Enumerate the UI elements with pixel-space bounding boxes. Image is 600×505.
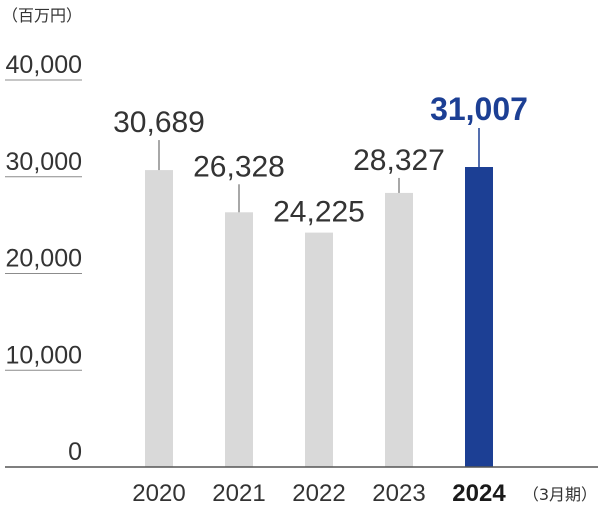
value-label-2020: 30,689 — [113, 106, 205, 139]
value-label-2023: 28,327 — [353, 144, 445, 177]
value-label-2024: 31,007 — [430, 91, 528, 127]
x-tick-label-2023: 2023 — [372, 480, 425, 505]
y-tick-label-30000: 30,000 — [6, 148, 82, 176]
bar-2020 — [145, 170, 173, 467]
x-axis: 2020 2021 2022 2023 2024 — [132, 480, 506, 505]
x-axis-period-label: （3月期） — [523, 485, 597, 504]
bar-2023 — [385, 193, 413, 467]
x-tick-label-2021: 2021 — [212, 480, 265, 505]
bar-2021 — [225, 212, 253, 467]
y-tick-label-10000: 10,000 — [6, 341, 82, 369]
y-tick-label-40000: 40,000 — [6, 51, 82, 79]
y-axis: 0 10,000 20,000 30,000 40,000 — [5, 51, 82, 466]
y-tick-label-0: 0 — [68, 438, 82, 466]
x-tick-label-2024: 2024 — [452, 480, 506, 505]
value-label-2022: 24,225 — [273, 196, 365, 229]
bar-2024 — [465, 167, 493, 467]
revenue-bar-chart: （百万円） 0 10,000 20,000 30,000 40,000 30,689 26… — [0, 0, 600, 505]
y-tick-label-20000: 20,000 — [6, 245, 82, 273]
value-label-2021: 26,328 — [193, 150, 285, 183]
bar-2022 — [305, 233, 333, 467]
x-tick-label-2022: 2022 — [292, 480, 345, 505]
x-tick-label-2020: 2020 — [132, 480, 185, 505]
y-axis-unit-label: （百万円） — [2, 6, 82, 25]
